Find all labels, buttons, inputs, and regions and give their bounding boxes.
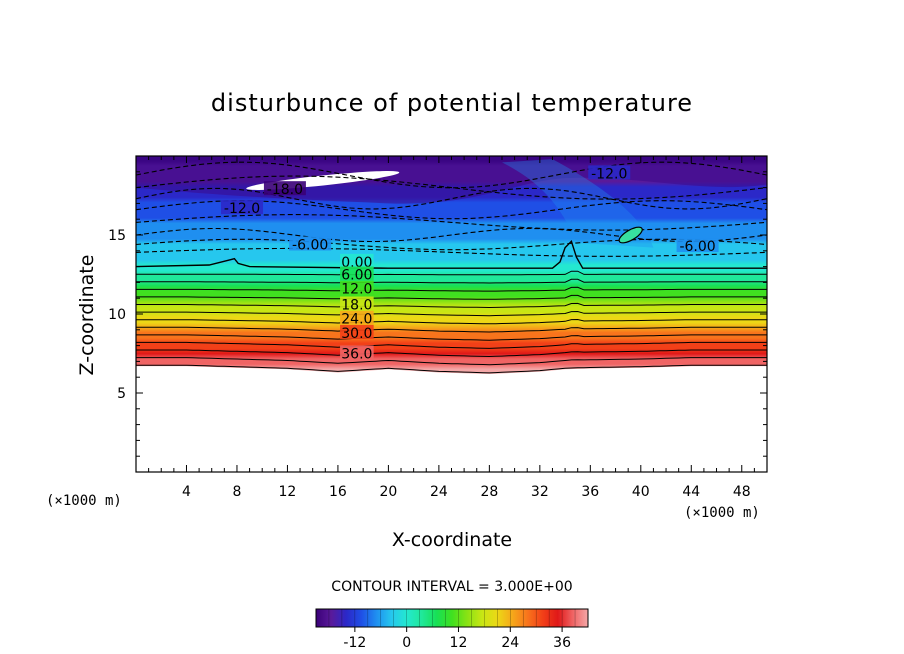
y-tick-label: 5 — [117, 386, 126, 402]
contour-label: -12.0 — [224, 201, 260, 217]
temperature-field-area — [136, 156, 767, 375]
contour-label-bg — [289, 236, 332, 251]
contour-line-positive — [136, 270, 767, 276]
contour-label: 24.0 — [341, 312, 372, 328]
colorbar-stripes — [328, 609, 576, 627]
colorbar-gradient — [316, 609, 588, 627]
colorbar-tick-label: 12 — [450, 635, 468, 651]
contour-line-positive — [136, 294, 767, 300]
contour-line-positive — [136, 310, 767, 317]
x-tick-label: 8 — [232, 484, 241, 500]
contour-line-positive — [136, 326, 767, 333]
contour-line-negative — [136, 187, 767, 210]
contour-label: -6.00 — [679, 239, 715, 255]
x-tick-label: 44 — [682, 484, 700, 500]
contour-label-bg — [340, 280, 374, 295]
x-tick-label: 40 — [632, 484, 650, 500]
x-axis-label: X-coordinate — [392, 529, 512, 551]
y-axis-ticks: 5 10 15 — [108, 171, 767, 457]
closed-contour-cell — [618, 226, 643, 244]
contour-label-bg — [340, 324, 374, 339]
contour-line-negative — [136, 175, 767, 200]
contour-label: -18.0 — [267, 182, 303, 198]
y-tick-label: 15 — [108, 228, 126, 244]
contour-line-positive — [136, 318, 767, 325]
colorbar-tick-label: 36 — [553, 635, 571, 651]
colorbar-frame — [315, 608, 589, 628]
contour-label-bg — [340, 310, 374, 325]
contour-label-bg — [263, 181, 306, 196]
contour-line-positive — [136, 334, 767, 341]
x-tick-label: 48 — [733, 484, 751, 500]
y-axis-label: Z-coordinate — [76, 255, 98, 376]
contour-label-bg — [340, 253, 374, 268]
contour-label-bg — [221, 200, 264, 215]
contour-line-positive — [136, 364, 767, 374]
x-tick-label: 4 — [182, 484, 191, 500]
contour-line-negative — [136, 161, 767, 189]
colorbar-tick-label: 24 — [501, 635, 519, 651]
y-tick-label: 10 — [108, 307, 126, 323]
contour-line-negative — [136, 214, 767, 231]
contour-label-bg — [340, 296, 374, 311]
x-tick-label: 12 — [279, 484, 297, 500]
x-tick-label: 28 — [480, 484, 498, 500]
zero-contour — [136, 239, 767, 269]
contour-label: 36.0 — [341, 347, 372, 363]
x-tick-label: 20 — [379, 484, 397, 500]
contour-line-positive — [136, 357, 767, 366]
contour-line-positive — [136, 349, 767, 358]
colorbar: -12 0 12 24 36 — [315, 608, 589, 651]
contour-label-bg — [588, 165, 631, 180]
x-unit-right: (×1000 m) — [684, 505, 760, 521]
contour-line-positive — [136, 341, 767, 349]
contour-line-positive — [136, 302, 767, 309]
contour-label: 18.0 — [341, 298, 372, 314]
contour-line-positive — [136, 286, 767, 292]
x-tick-label: 32 — [531, 484, 549, 500]
colorbar-tick-label: 0 — [402, 635, 411, 651]
contour-label: -6.00 — [292, 237, 328, 253]
contour-lines — [136, 161, 767, 374]
contour-line-negative — [136, 238, 767, 251]
chart-title: disturbunce of potential temperature — [211, 89, 693, 117]
x-tick-label: 36 — [581, 484, 599, 500]
x-tick-label: 16 — [329, 484, 347, 500]
contour-line-negative — [136, 227, 767, 243]
upper-blue-region — [501, 159, 654, 248]
contour-label: 6.00 — [341, 268, 372, 284]
x-unit-left: (×1000 m) — [46, 493, 122, 509]
contour-label: -12.0 — [591, 166, 627, 182]
contour-label: 30.0 — [341, 326, 372, 342]
colorbar-ticks: -12 0 12 24 36 — [343, 627, 571, 651]
contour-line-negative — [136, 247, 767, 257]
contour-label-bg — [340, 266, 374, 281]
x-tick-label: 24 — [430, 484, 448, 500]
contour-line-positive — [136, 278, 767, 284]
contour-label-bg — [676, 238, 719, 253]
contour-label-bg — [340, 345, 374, 360]
colorbar-tick-label: -12 — [343, 635, 366, 651]
x-axis-ticks: 4 8 12 16 20 24 28 32 36 40 44 48 — [148, 156, 755, 500]
contour-label: 12.0 — [341, 282, 372, 298]
contour-interval-text: CONTOUR INTERVAL = 3.000E+00 — [331, 579, 572, 595]
